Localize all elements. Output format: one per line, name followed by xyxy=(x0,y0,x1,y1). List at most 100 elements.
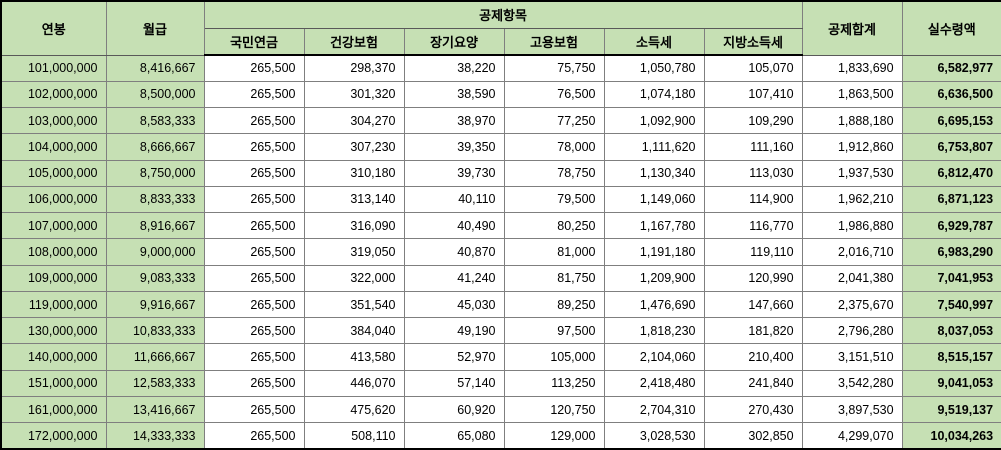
cell-national-pension: 265,500 xyxy=(203,238,305,266)
cell-health-insurance: 313,140 xyxy=(303,185,405,214)
header-row-top: 연봉 월급 공제항목 공제합계 실수령액 xyxy=(0,0,1001,56)
cell-deduction-total: 3,151,510 xyxy=(801,343,903,371)
cell-annual-salary: 107,000,000 xyxy=(0,212,107,240)
table-row: 106,000,000 8,833,333 265,500 313,140 40,110… xyxy=(0,185,1001,214)
table-row: 105,000,000 8,750,000 265,500 310,180 39,730… xyxy=(0,159,1001,187)
cell-net-pay: 6,636,500 xyxy=(901,80,1001,109)
cell-employment-insurance: 79,500 xyxy=(503,185,605,214)
cell-employment-insurance: 120,750 xyxy=(503,395,605,424)
cell-deduction-total: 1,833,690 xyxy=(801,54,903,82)
table-row: 140,000,000 11,666,667 265,500 413,580 52,97… xyxy=(0,343,1001,371)
cell-longterm-care: 65,080 xyxy=(403,422,505,450)
cell-net-pay: 6,983,290 xyxy=(901,238,1001,266)
cell-monthly-salary: 9,083,333 xyxy=(105,264,205,292)
cell-local-income-tax: 210,400 xyxy=(703,343,803,371)
cell-monthly-salary: 8,583,333 xyxy=(105,107,205,135)
cell-deduction-total: 4,299,070 xyxy=(801,422,903,450)
cell-health-insurance: 319,050 xyxy=(303,238,405,266)
cell-net-pay: 6,929,787 xyxy=(901,212,1001,240)
cell-employment-insurance: 113,250 xyxy=(503,369,605,397)
table-row: 107,000,000 8,916,667 265,500 316,090 40,490… xyxy=(0,212,1001,240)
cell-annual-salary: 101,000,000 xyxy=(0,54,107,82)
cell-national-pension: 265,500 xyxy=(203,80,305,109)
cell-net-pay: 6,753,807 xyxy=(901,133,1001,161)
cell-annual-salary: 106,000,000 xyxy=(0,185,107,214)
cell-longterm-care: 49,190 xyxy=(403,317,505,345)
cell-deduction-total: 1,986,880 xyxy=(801,212,903,240)
cell-deduction-total: 1,962,210 xyxy=(801,185,903,214)
cell-net-pay: 7,540,997 xyxy=(901,290,1001,319)
cell-deduction-total: 1,912,860 xyxy=(801,133,903,161)
cell-annual-salary: 109,000,000 xyxy=(0,264,107,292)
cell-employment-insurance: 76,500 xyxy=(503,80,605,109)
cell-monthly-salary: 14,333,333 xyxy=(105,422,205,450)
cell-national-pension: 265,500 xyxy=(203,185,305,214)
cell-longterm-care: 38,220 xyxy=(403,54,505,82)
cell-local-income-tax: 109,290 xyxy=(703,107,803,135)
cell-employment-insurance: 75,750 xyxy=(503,54,605,82)
cell-annual-salary: 102,000,000 xyxy=(0,80,107,109)
cell-national-pension: 265,500 xyxy=(203,212,305,240)
cell-monthly-salary: 13,416,667 xyxy=(105,395,205,424)
table-row: 172,000,000 14,333,333 265,500 508,110 65,08… xyxy=(0,422,1001,450)
column-header-annual-salary: 연봉 xyxy=(0,0,107,56)
column-header-national-pension: 국민연금 xyxy=(203,27,305,56)
cell-longterm-care: 41,240 xyxy=(403,264,505,292)
cell-local-income-tax: 181,820 xyxy=(703,317,803,345)
cell-health-insurance: 301,320 xyxy=(303,80,405,109)
cell-monthly-salary: 8,416,667 xyxy=(105,54,205,82)
cell-income-tax: 2,418,480 xyxy=(603,369,705,397)
cell-annual-salary: 103,000,000 xyxy=(0,107,107,135)
cell-monthly-salary: 8,833,333 xyxy=(105,185,205,214)
cell-employment-insurance: 78,000 xyxy=(503,133,605,161)
cell-monthly-salary: 8,750,000 xyxy=(105,159,205,187)
cell-annual-salary: 161,000,000 xyxy=(0,395,107,424)
cell-income-tax: 1,191,180 xyxy=(603,238,705,266)
table-row: 103,000,000 8,583,333 265,500 304,270 38,970… xyxy=(0,107,1001,135)
cell-income-tax: 1,149,060 xyxy=(603,185,705,214)
table-row: 108,000,000 9,000,000 265,500 319,050 40,870… xyxy=(0,238,1001,266)
cell-health-insurance: 322,000 xyxy=(303,264,405,292)
cell-monthly-salary: 8,666,667 xyxy=(105,133,205,161)
cell-health-insurance: 508,110 xyxy=(303,422,405,450)
cell-health-insurance: 413,580 xyxy=(303,343,405,371)
cell-annual-salary: 140,000,000 xyxy=(0,343,107,371)
cell-employment-insurance: 81,000 xyxy=(503,238,605,266)
table-header: 연봉 월급 공제항목 공제합계 실수령액 국민연금 건강보험 장기요양 고용보험… xyxy=(0,0,1001,56)
cell-employment-insurance: 77,250 xyxy=(503,107,605,135)
cell-income-tax: 2,104,060 xyxy=(603,343,705,371)
cell-national-pension: 265,500 xyxy=(203,290,305,319)
cell-health-insurance: 475,620 xyxy=(303,395,405,424)
cell-income-tax: 1,111,620 xyxy=(603,133,705,161)
cell-longterm-care: 38,590 xyxy=(403,80,505,109)
cell-longterm-care: 40,110 xyxy=(403,185,505,214)
cell-local-income-tax: 116,770 xyxy=(703,212,803,240)
cell-deduction-total: 3,542,280 xyxy=(801,369,903,397)
cell-deduction-total: 2,041,380 xyxy=(801,264,903,292)
cell-health-insurance: 384,040 xyxy=(303,317,405,345)
cell-annual-salary: 104,000,000 xyxy=(0,133,107,161)
cell-net-pay: 8,037,053 xyxy=(901,317,1001,345)
cell-local-income-tax: 114,900 xyxy=(703,185,803,214)
table-row: 130,000,000 10,833,333 265,500 384,040 49,19… xyxy=(0,317,1001,345)
column-header-local-income-tax: 지방소득세 xyxy=(703,27,803,56)
cell-longterm-care: 45,030 xyxy=(403,290,505,319)
table-row: 102,000,000 8,500,000 265,500 301,320 38,590… xyxy=(0,80,1001,109)
cell-income-tax: 1,167,780 xyxy=(603,212,705,240)
cell-deduction-total: 1,937,530 xyxy=(801,159,903,187)
cell-annual-salary: 108,000,000 xyxy=(0,238,107,266)
cell-income-tax: 1,074,180 xyxy=(603,80,705,109)
table-row: 104,000,000 8,666,667 265,500 307,230 39,350… xyxy=(0,133,1001,161)
cell-deduction-total: 1,863,500 xyxy=(801,80,903,109)
cell-monthly-salary: 8,500,000 xyxy=(105,80,205,109)
cell-income-tax: 1,130,340 xyxy=(603,159,705,187)
cell-deduction-total: 1,888,180 xyxy=(801,107,903,135)
column-header-longterm-care: 장기요양 xyxy=(403,27,505,56)
column-header-health-insurance: 건강보험 xyxy=(303,27,405,56)
cell-annual-salary: 172,000,000 xyxy=(0,422,107,450)
cell-national-pension: 265,500 xyxy=(203,422,305,450)
cell-local-income-tax: 105,070 xyxy=(703,54,803,82)
column-header-deductions-group: 공제항목 xyxy=(203,0,803,29)
